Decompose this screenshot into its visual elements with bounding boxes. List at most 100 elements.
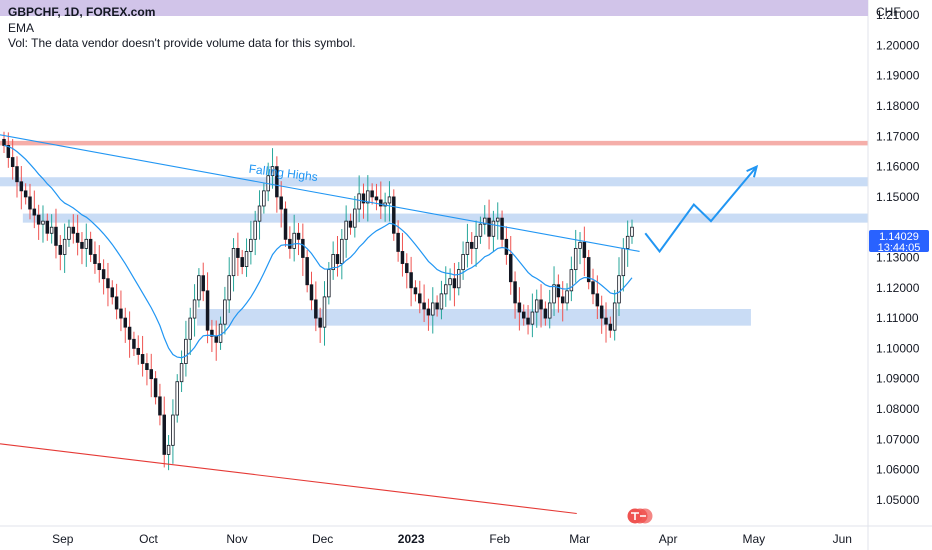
candle-body-38	[166, 444, 171, 455]
candle-body-95	[413, 287, 418, 295]
price-tick-label: 1.11000	[876, 311, 919, 325]
candle-body-97	[422, 302, 426, 310]
candle-body-0	[2, 138, 6, 146]
zone-1	[0, 177, 868, 187]
candle-body-139	[604, 317, 608, 325]
candle-body-44	[192, 299, 197, 319]
candle-body-33	[145, 363, 149, 370]
candle-body-74	[322, 296, 327, 328]
candle-body-57	[249, 238, 253, 252]
candle-body-120	[521, 311, 526, 319]
price-tick-label: 1.15000	[876, 190, 920, 204]
price-tick-label: 1.07000	[876, 432, 920, 446]
candle-body-9	[41, 220, 45, 225]
time-tick-label: Jun	[833, 532, 852, 546]
candle-body-60	[262, 190, 266, 207]
candle-body-106	[461, 254, 465, 271]
candle-body-138	[599, 305, 604, 319]
candle-body-59	[257, 205, 262, 222]
candle-body-63	[275, 166, 279, 198]
candle-body-103	[448, 278, 452, 286]
candle-body-10	[45, 220, 50, 234]
candle-body-23	[101, 269, 106, 280]
price-tick-label: 1.17000	[876, 129, 920, 143]
candle-body-70	[305, 257, 309, 286]
candle-body-113	[491, 220, 496, 237]
candle-body-55	[240, 257, 244, 267]
candle-body-77	[335, 254, 340, 264]
candle-body-79	[344, 220, 348, 240]
candle-body-75	[327, 269, 331, 298]
trendline-0	[0, 134, 640, 252]
candle-body-105	[457, 269, 461, 289]
candle-body-130	[565, 290, 569, 304]
price-tick-label: 1.19000	[876, 69, 920, 83]
candle-body-53	[231, 248, 236, 277]
candle-body-2	[10, 157, 15, 168]
candle-body-42	[184, 338, 188, 364]
candle-body-29	[127, 326, 132, 340]
candle-body-112	[487, 217, 491, 237]
time-tick-label: Apr	[659, 532, 678, 546]
price-tick-label: 1.18000	[876, 99, 920, 113]
candle-body-3	[15, 166, 19, 183]
candle-body-134	[582, 241, 587, 258]
candle-body-15	[67, 226, 71, 240]
time-axis: Sep Oct Nov Dec 2023 Feb Mar Apr May Jun	[0, 525, 932, 546]
candle-body-128	[556, 284, 561, 298]
candle-body-109	[474, 235, 478, 249]
candle-body-68	[296, 232, 301, 240]
price-tick-label: 1.05000	[876, 493, 920, 507]
candle-body-111	[483, 217, 487, 225]
volume-note: Vol: The data vendor doesn't provide vol…	[8, 36, 356, 50]
candle-body-125	[543, 308, 548, 319]
candle-body-102	[444, 284, 448, 295]
price-tick-label: 1.20000	[876, 38, 920, 52]
price-tick-label: 1.09000	[876, 372, 920, 386]
candle-body-107	[465, 241, 470, 255]
candle-body-11	[49, 226, 54, 234]
price-tick-label: 1.08000	[876, 402, 920, 416]
candle-body-56	[244, 251, 249, 267]
candle-body-78	[340, 238, 344, 264]
candle-body-52	[227, 275, 231, 301]
candle-body-101	[439, 293, 444, 310]
time-tick-label: Sep	[52, 532, 74, 546]
candle-body-25	[110, 287, 115, 298]
candle-body-140	[608, 323, 613, 331]
candle-body-58	[253, 220, 257, 240]
zone-layer	[0, 140, 869, 326]
candle-body-124	[539, 299, 543, 310]
candle-body-12	[54, 226, 58, 246]
candle-body-104	[452, 278, 457, 289]
projection-arrowhead	[746, 164, 759, 178]
tradingview-logo[interactable]	[626, 507, 654, 525]
ema-line	[3, 144, 633, 359]
candle-body-45	[197, 275, 201, 301]
candle-body-94	[409, 272, 413, 289]
candle-body-142	[617, 275, 621, 304]
candle-body-41	[179, 363, 184, 383]
candle-body-122	[530, 311, 535, 325]
candle-body-67	[292, 232, 296, 249]
candle-body-28	[123, 317, 128, 328]
candle-body-69	[301, 238, 305, 258]
candle-body-89	[387, 196, 392, 204]
candle-body-27	[119, 308, 123, 319]
zone-3	[197, 309, 751, 326]
price-tick-label: 1.16000	[876, 160, 920, 174]
candle-body-32	[140, 354, 145, 364]
zone-0	[0, 140, 868, 146]
candle-body-22	[97, 263, 102, 271]
candle-body-80	[348, 220, 353, 228]
candle-body-21	[93, 254, 97, 264]
candle-body-99	[431, 302, 435, 316]
candle-body-26	[114, 296, 119, 310]
bar-countdown: 13:44:05	[877, 242, 921, 254]
candle-body-43	[188, 317, 192, 340]
candle-body-118	[513, 281, 517, 304]
candle-body-144	[625, 235, 630, 249]
overlay-layer: Falling Highs	[0, 134, 759, 515]
candle-body-133	[578, 241, 582, 249]
